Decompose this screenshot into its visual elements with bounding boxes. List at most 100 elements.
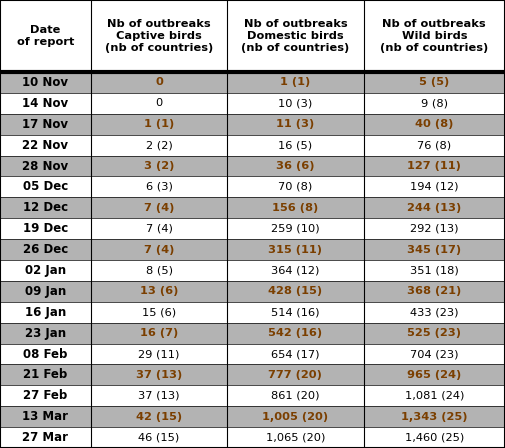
Text: 654 (17): 654 (17) [271,349,320,359]
Bar [364,218,505,239]
Bar [227,93,364,114]
Text: 13 (6): 13 (6) [140,286,178,296]
Bar [227,260,364,281]
Bar [227,0,364,72]
Bar [0,93,91,114]
Text: 364 (12): 364 (12) [271,266,320,276]
Text: 8 (5): 8 (5) [145,266,173,276]
Bar [91,364,227,385]
Text: 704 (23): 704 (23) [410,349,459,359]
Bar [0,260,91,281]
Text: 2 (2): 2 (2) [146,140,172,150]
Bar [364,114,505,135]
Bar [0,344,91,364]
Bar [0,155,91,177]
Bar [227,323,364,344]
Text: 861 (20): 861 (20) [271,391,320,401]
Bar [0,385,91,406]
Bar [0,281,91,302]
Text: 9 (8): 9 (8) [421,98,448,108]
Bar [364,72,505,93]
Text: 156 (8): 156 (8) [272,203,319,213]
Text: 12 Dec: 12 Dec [23,201,68,214]
Bar [364,177,505,197]
Text: 965 (24): 965 (24) [407,370,462,380]
Text: 27 Mar: 27 Mar [22,431,69,444]
Text: 7 (4): 7 (4) [144,203,174,213]
Bar [227,155,364,177]
Bar [91,406,227,427]
Text: 7 (4): 7 (4) [144,245,174,254]
Text: 37 (13): 37 (13) [136,370,182,380]
Text: 02 Jan: 02 Jan [25,264,66,277]
Text: 42 (15): 42 (15) [136,412,182,422]
Bar [0,114,91,135]
Text: 1,460 (25): 1,460 (25) [405,433,464,443]
Text: Date
of report: Date of report [17,25,74,47]
Text: 6 (3): 6 (3) [145,182,173,192]
Text: 23 Jan: 23 Jan [25,327,66,340]
Text: 1 (1): 1 (1) [280,78,311,87]
Text: 1,005 (20): 1,005 (20) [263,412,328,422]
Bar [0,427,91,448]
Text: 244 (13): 244 (13) [407,203,462,213]
Text: 40 (8): 40 (8) [415,119,453,129]
Bar [364,155,505,177]
Bar [227,406,364,427]
Bar [227,281,364,302]
Bar [364,281,505,302]
Text: 194 (12): 194 (12) [410,182,459,192]
Bar [91,385,227,406]
Bar [91,197,227,218]
Text: 16 (5): 16 (5) [278,140,313,150]
Text: 1,343 (25): 1,343 (25) [401,412,468,422]
Bar [227,302,364,323]
Bar [364,302,505,323]
Text: 08 Feb: 08 Feb [23,348,68,361]
Text: 259 (10): 259 (10) [271,224,320,234]
Bar [91,72,227,93]
Text: 27 Feb: 27 Feb [23,389,68,402]
Text: 16 Jan: 16 Jan [25,306,66,319]
Bar [364,385,505,406]
Text: 76 (8): 76 (8) [417,140,451,150]
Bar [91,302,227,323]
Bar [227,364,364,385]
Text: 28 Nov: 28 Nov [22,159,69,172]
Text: 7 (4): 7 (4) [145,224,173,234]
Text: 10 Nov: 10 Nov [22,76,69,89]
Text: 542 (16): 542 (16) [268,328,323,338]
Bar [364,260,505,281]
Bar [227,344,364,364]
Text: 5 (5): 5 (5) [419,78,449,87]
Text: 11 (3): 11 (3) [276,119,315,129]
Text: 10 (3): 10 (3) [278,98,313,108]
Bar [364,135,505,155]
Bar [364,93,505,114]
Text: 1,081 (24): 1,081 (24) [405,391,464,401]
Text: 433 (23): 433 (23) [410,307,459,317]
Text: 3 (2): 3 (2) [144,161,174,171]
Text: 345 (17): 345 (17) [407,245,462,254]
Bar [91,0,227,72]
Bar [364,197,505,218]
Bar [0,197,91,218]
Text: 05 Dec: 05 Dec [23,181,68,194]
Bar [0,323,91,344]
Bar [91,344,227,364]
Text: 22 Nov: 22 Nov [22,138,69,151]
Text: 1,065 (20): 1,065 (20) [266,433,325,443]
Text: 0: 0 [156,98,163,108]
Bar [0,406,91,427]
Bar [91,239,227,260]
Bar [364,323,505,344]
Text: 428 (15): 428 (15) [268,286,323,296]
Text: 1 (1): 1 (1) [144,119,174,129]
Text: 368 (21): 368 (21) [407,286,462,296]
Bar [364,344,505,364]
Text: 19 Dec: 19 Dec [23,222,68,235]
Bar [0,177,91,197]
Bar [91,323,227,344]
Bar [91,218,227,239]
Text: 17 Nov: 17 Nov [22,118,69,131]
